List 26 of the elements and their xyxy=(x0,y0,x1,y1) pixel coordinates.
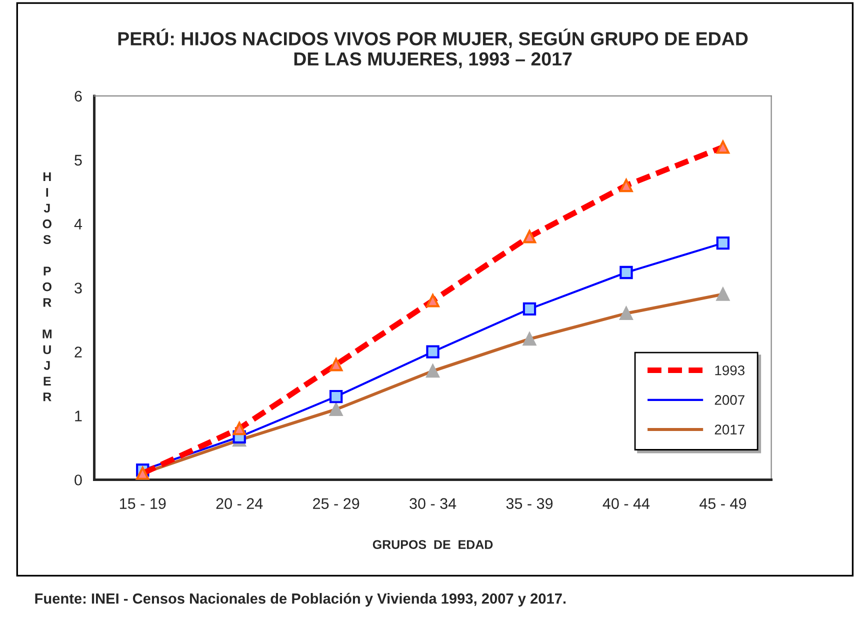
y-tick-label: 2 xyxy=(74,346,82,358)
y-tick-label: 4 xyxy=(74,218,82,230)
legend-label: 2017 xyxy=(714,424,744,435)
x-tick-label: 35 - 39 xyxy=(506,498,553,510)
point xyxy=(716,236,730,250)
point xyxy=(329,390,343,404)
x-tick-label: 20 - 24 xyxy=(216,498,263,510)
x-tick-label: 30 - 34 xyxy=(410,498,456,510)
y-tick-label: 0 xyxy=(74,474,82,486)
point xyxy=(522,302,536,316)
text: HIJOS POR MUJER xyxy=(42,172,52,402)
y-tick-label: 3 xyxy=(74,282,82,294)
legend-label: 1993 xyxy=(715,365,744,376)
point xyxy=(426,345,440,358)
chart-title: PERÚ: HIJOS NACIDOS VIVOS POR MUJER, SEGÚN GRUPO DE EDAD DE LAS MUJERES, 1993 – 2017 xyxy=(118,28,748,68)
point xyxy=(620,266,633,280)
y-tick-label: 1 xyxy=(75,410,82,422)
source-note: Fuente: INEI - Censos Nacionales de Población y Vivienda 1993, 2007 y 2017. xyxy=(35,592,566,607)
legend-label: 2007 xyxy=(714,395,744,405)
x-tick-label: 15 - 19 xyxy=(120,498,166,510)
x-tick-label: 40 - 44 xyxy=(602,498,650,510)
x-tick-label: 45 - 49 xyxy=(700,498,746,510)
y-tick-label: 5 xyxy=(74,154,82,166)
x-tick-label: 25 - 29 xyxy=(313,498,360,510)
x-axis-title: GRUPOS DE EDAD xyxy=(372,540,493,549)
y-tick-label: 6 xyxy=(74,90,82,102)
